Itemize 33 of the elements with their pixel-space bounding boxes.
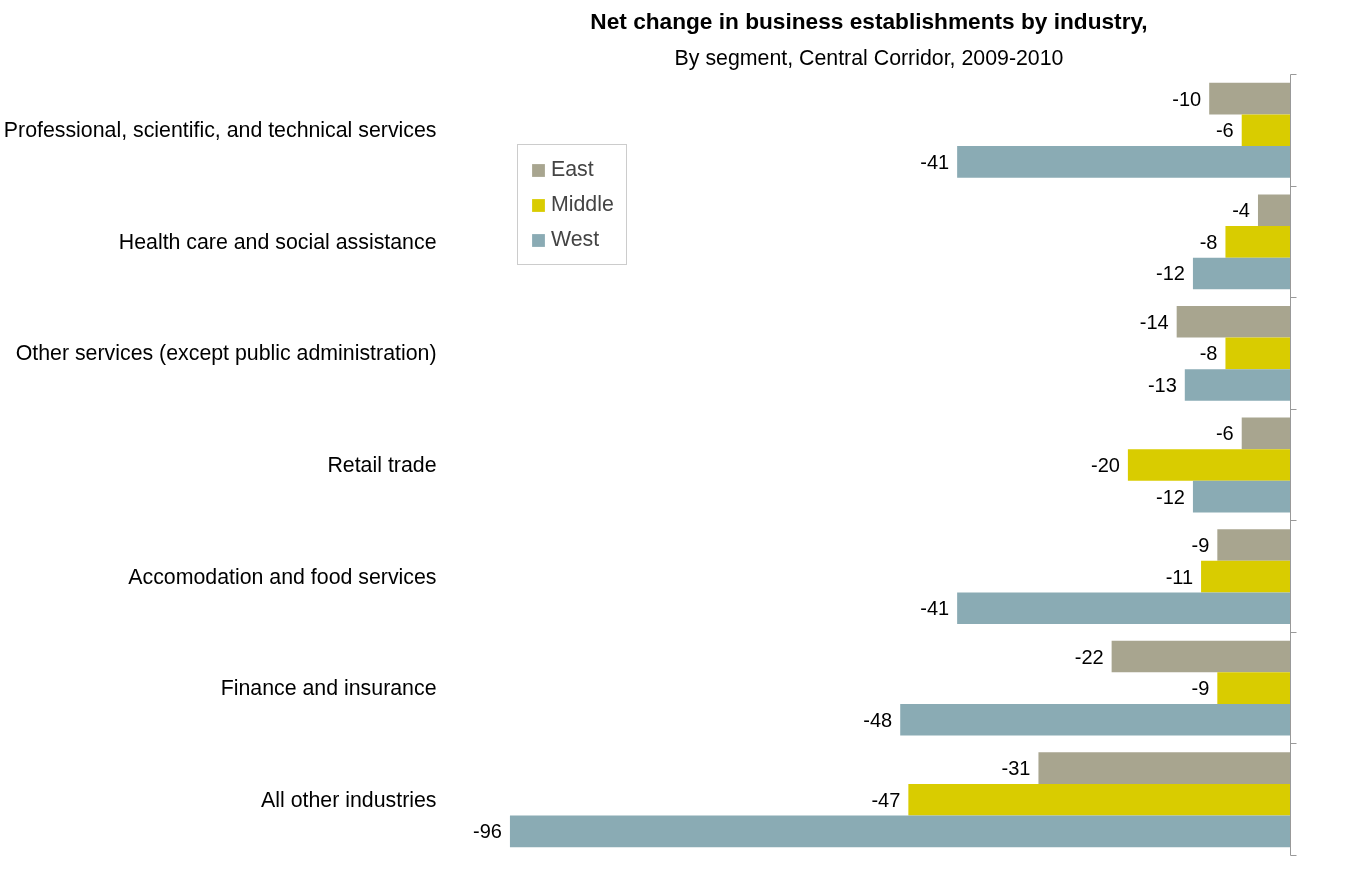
data-label: -8	[1199, 342, 1218, 365]
data-label: -14	[1139, 310, 1169, 333]
y-tick-label: Other services (except public administration)	[15, 341, 437, 366]
data-label: -12	[1156, 262, 1185, 285]
y-tick-label: Retail trade	[327, 453, 437, 477]
data-label: -9	[1191, 677, 1210, 700]
data-label: -22	[1074, 645, 1104, 668]
data-label: -9	[1191, 533, 1210, 556]
data-label: -12	[1156, 485, 1185, 508]
data-label: -96	[473, 820, 502, 843]
data-label: -41	[920, 150, 950, 173]
data-label: -41	[920, 597, 950, 620]
y-tick-label: All other industries	[261, 787, 437, 812]
data-label: -8	[1199, 230, 1218, 253]
data-label: -6	[1215, 119, 1234, 142]
data-label: -13	[1147, 374, 1177, 397]
data-label: -47	[871, 788, 901, 811]
y-tick-label: Professional, scientific, and technical services	[3, 118, 437, 143]
y-tick-label: Accomodation and food services	[128, 564, 437, 589]
y-tick-label: Finance and insurance	[220, 676, 437, 701]
y-tick-label: Health care and social assistance	[118, 229, 437, 254]
data-label: -48	[863, 708, 893, 731]
data-label: -6	[1215, 422, 1234, 445]
data-label: -11	[1165, 565, 1194, 588]
data-label: -20	[1090, 454, 1120, 476]
data-label: -31	[1001, 757, 1031, 780]
data-label: -10	[1172, 87, 1202, 110]
data-label: -4	[1232, 199, 1250, 222]
chart-title: Net change in business establishments by industry,	[590, 7, 1148, 34]
chart-subtitle: By segment, Central Corridor, 2009-2010	[674, 45, 1064, 70]
legend-label: West	[551, 227, 600, 252]
legend-label: Middle	[551, 192, 614, 217]
legend-label: East	[551, 157, 594, 182]
